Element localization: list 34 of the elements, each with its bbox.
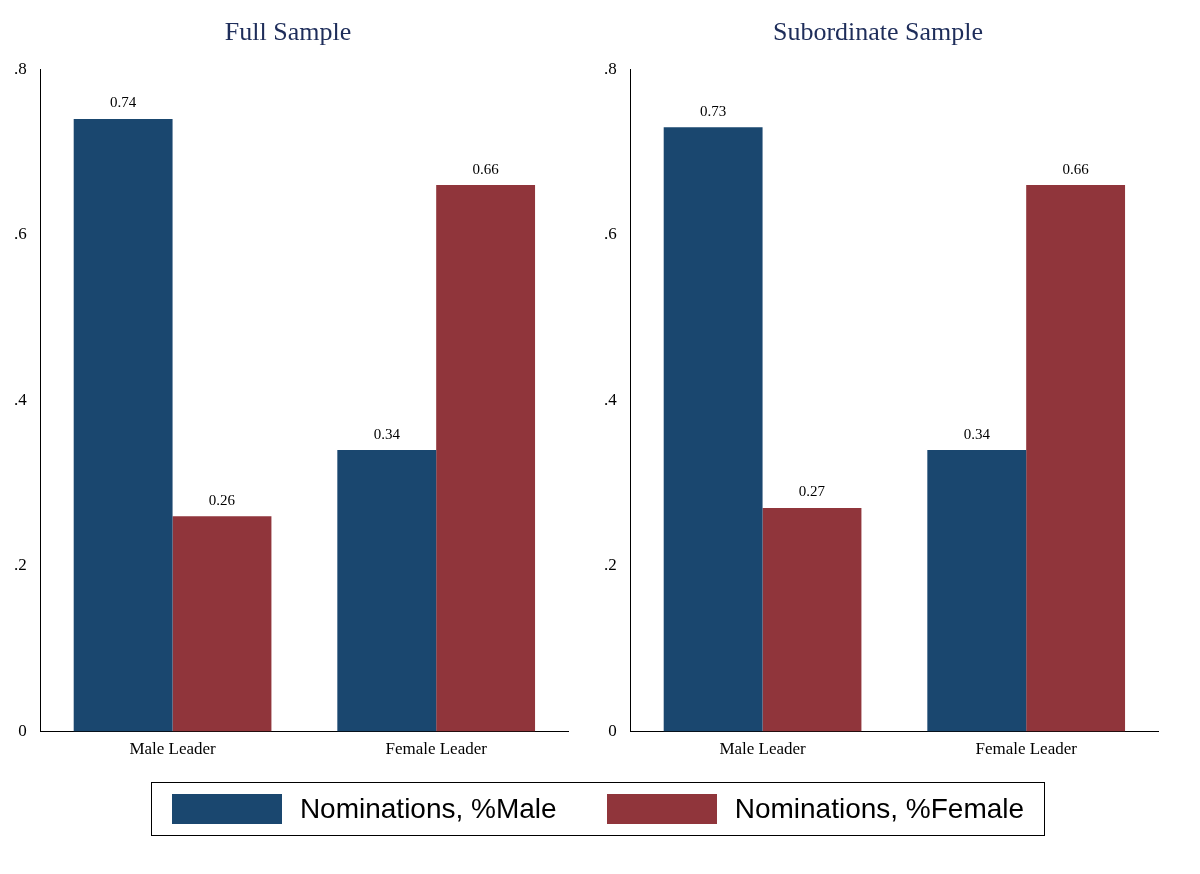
data-label: 0.66: [1062, 160, 1090, 177]
bar: [436, 185, 536, 732]
y-tick-label: .4: [14, 389, 28, 409]
x-tick-label: Female Leader: [385, 739, 488, 759]
data-label: 0.73: [700, 102, 727, 119]
bar: [663, 127, 763, 732]
bar: [337, 450, 437, 732]
bar: [172, 516, 272, 732]
data-label: 0.34: [373, 425, 401, 442]
x-tick-label: Male Leader: [719, 739, 807, 759]
chart-title: Full Sample: [224, 17, 352, 47]
bar: [1026, 185, 1126, 732]
y-tick-label: .2: [14, 555, 27, 575]
x-tick-label: Female Leader: [975, 739, 1078, 759]
bar: [762, 508, 862, 732]
chart-title: Subordinate Sample: [772, 17, 984, 47]
y-tick-label: .2: [604, 555, 617, 575]
bar: [73, 118, 173, 732]
y-tick-label: .6: [604, 224, 617, 244]
bar: [927, 450, 1027, 732]
y-tick-label: .4: [604, 389, 618, 409]
y-tick-label: .8: [14, 58, 27, 78]
legend-label: Nominations, %Male: [299, 793, 557, 825]
y-tick-label: .8: [604, 58, 617, 78]
y-tick-label: .6: [14, 224, 27, 244]
x-tick-label: Male Leader: [129, 739, 217, 759]
data-label: 0.26: [208, 491, 236, 508]
legend-label: Nominations, %Female: [734, 793, 1025, 825]
data-label: 0.66: [472, 160, 500, 177]
data-label: 0.34: [963, 425, 991, 442]
data-label: 0.74: [110, 94, 137, 111]
data-label: 0.27: [798, 483, 826, 500]
y-tick-label: 0: [18, 721, 27, 741]
y-tick-label: 0: [608, 721, 617, 741]
